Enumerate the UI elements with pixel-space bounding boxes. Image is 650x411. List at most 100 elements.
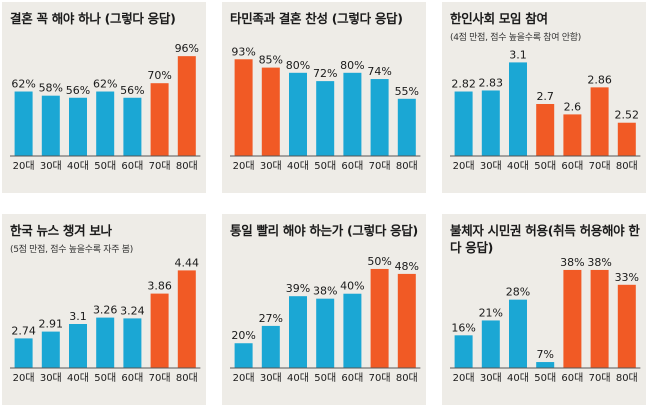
value-label: 2.52	[615, 109, 640, 122]
chart-title: 타민족과 결혼 찬성 (그렇다 응답)	[230, 11, 403, 26]
bar-50대	[536, 362, 555, 368]
bar-70대	[150, 83, 169, 156]
x-tick-label: 60대	[341, 160, 363, 172]
bar-30대	[41, 331, 60, 368]
x-tick-label: 70대	[589, 372, 611, 384]
chart-title: 결혼 꼭 해야 하나 (그렇다 응답)	[10, 11, 176, 26]
value-label: 3.26	[93, 304, 118, 317]
chart-panel-unification: 통일 빨리 해야 하는가 (그렇다 응답) 20% 20대 27% 30대 39% 40대…	[222, 214, 426, 405]
value-label: 74%	[367, 65, 391, 78]
bar-40대	[509, 299, 527, 368]
value-label: 39%	[286, 282, 310, 295]
x-tick-label: 80대	[616, 372, 638, 384]
value-label: 80%	[286, 59, 310, 72]
bar-40대	[509, 62, 527, 156]
x-tick-label: 60대	[341, 372, 363, 384]
chart-panel-community-participation: 한인사회 모임 참여 (4점 만점, 점수 높을수록 참여 안함) 2.82 20…	[442, 2, 646, 193]
value-label: 3.1	[69, 310, 87, 323]
x-tick-label: 50대	[94, 160, 116, 172]
value-label: 70%	[147, 69, 171, 82]
x-tick-label: 80대	[176, 372, 198, 384]
bar-60대	[123, 318, 142, 368]
bar-60대	[563, 114, 582, 156]
x-tick-label: 50대	[314, 160, 336, 172]
value-label: 38%	[587, 256, 611, 269]
chart-subtitle: (5점 만점, 점수 높을수록 자주 봄)	[10, 245, 133, 255]
x-tick-label: 20대	[13, 372, 35, 384]
value-label: 72%	[313, 67, 337, 80]
x-tick-label: 80대	[616, 160, 638, 172]
bar-80대	[397, 273, 416, 368]
value-label: 96%	[175, 42, 199, 55]
bar-60대	[343, 72, 362, 156]
x-tick-label: 40대	[67, 372, 89, 384]
x-tick-label: 30대	[480, 160, 502, 172]
value-label: 38%	[560, 256, 584, 269]
x-tick-label: 20대	[233, 160, 255, 172]
chart-title: 통일 빨리 해야 하는가 (그렇다 응답)	[230, 223, 418, 238]
value-label: 2.7	[536, 90, 554, 103]
value-label: 48%	[395, 260, 419, 273]
x-tick-label: 50대	[314, 372, 336, 384]
value-label: 2.91	[39, 318, 64, 331]
bar-70대	[590, 269, 609, 368]
bar-70대	[590, 87, 609, 156]
x-tick-label: 40대	[507, 160, 529, 172]
bar-40대	[289, 296, 307, 368]
chart-title: 불체자 시민권 허용(취득 허용해야 한다 응답)	[450, 223, 640, 255]
value-label: 56%	[120, 84, 144, 97]
chart-panel-undocumented-citizenship: 불체자 시민권 허용(취득 허용해야 한다 응답) 16% 20대 21% 30대 28…	[442, 214, 646, 405]
x-tick-label: 70대	[149, 372, 171, 384]
x-tick-label: 30대	[260, 160, 282, 172]
value-label: 27%	[259, 312, 283, 325]
x-tick-label: 60대	[561, 160, 583, 172]
bar-chart: 2.82 20대 2.83 30대 3.1 40대 2.7 50대 2.6 60대 2.86 70대 2…	[450, 48, 641, 172]
value-label: 58%	[39, 82, 63, 95]
value-label: 50%	[367, 255, 391, 268]
x-tick-label: 40대	[67, 160, 89, 172]
x-tick-label: 70대	[589, 160, 611, 172]
x-tick-label: 70대	[149, 160, 171, 172]
bar-50대	[536, 104, 555, 156]
bar-chart: 20% 20대 27% 30대 39% 40대 38% 50대 40% 60대 50% 70대 48% 8…	[230, 255, 421, 384]
bar-30대	[41, 95, 60, 156]
x-tick-label: 70대	[369, 372, 391, 384]
chart-subtitle: (4점 만점, 점수 높을수록 참여 안함)	[450, 33, 581, 43]
value-label: 33%	[615, 271, 639, 284]
bar-chart: 62% 20대 58% 30대 56% 40대 62% 50대 56% 60대 70% 70대 96% 8…	[10, 42, 201, 172]
x-tick-label: 20대	[233, 372, 255, 384]
bar-60대	[123, 97, 142, 156]
value-label: 38%	[313, 285, 337, 298]
x-tick-label: 20대	[453, 160, 475, 172]
chart-panel-marriage-necessity: 결혼 꼭 해야 하나 (그렇다 응답) 62% 20대 58% 30대 56% 40대 62…	[2, 2, 206, 193]
x-tick-label: 20대	[453, 372, 475, 384]
x-tick-label: 40대	[287, 160, 309, 172]
value-label: 56%	[66, 84, 90, 97]
value-label: 2.83	[479, 76, 504, 89]
bar-80대	[617, 284, 636, 368]
x-tick-label: 30대	[40, 372, 62, 384]
x-tick-label: 30대	[480, 372, 502, 384]
bar-20대	[454, 91, 473, 156]
bar-80대	[397, 98, 416, 156]
bar-50대	[96, 91, 115, 156]
chart-panel-interracial-marriage: 타민족과 결혼 찬성 (그렇다 응답) 93% 20대 85% 30대 80% 40대 72…	[222, 2, 426, 193]
value-label: 62%	[11, 78, 35, 91]
x-tick-label: 60대	[121, 372, 143, 384]
bar-20대	[14, 338, 33, 368]
value-label: 4.44	[175, 256, 200, 269]
bar-80대	[177, 270, 196, 368]
x-tick-label: 60대	[121, 160, 143, 172]
bar-40대	[69, 324, 87, 368]
value-label: 3.24	[120, 304, 145, 317]
bar-20대	[234, 59, 253, 156]
bar-40대	[69, 97, 87, 156]
bar-70대	[370, 79, 389, 156]
chart-panel-korean-news: 한국 뉴스 챙겨 보나 (5점 만점, 점수 높을수록 자주 봄) 2.74 20…	[2, 214, 206, 405]
value-label: 28%	[506, 286, 530, 299]
value-label: 3.86	[147, 280, 172, 293]
bar-30대	[261, 325, 280, 368]
value-label: 80%	[340, 59, 364, 72]
x-tick-label: 30대	[260, 372, 282, 384]
value-label: 2.82	[451, 78, 476, 91]
